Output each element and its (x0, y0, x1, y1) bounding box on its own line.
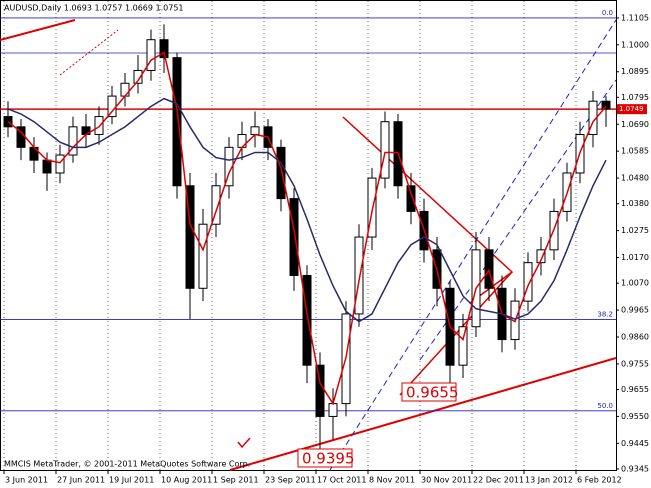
fib-label: 0.0 (602, 9, 613, 17)
channel-line (329, 19, 617, 471)
trend-line (229, 357, 617, 471)
candle-body (120, 82, 130, 97)
candle-body (185, 185, 195, 289)
y-tick-label: 0.9860 (621, 332, 649, 341)
candle-body (3, 116, 13, 128)
candle-body (133, 69, 143, 84)
candle-body (276, 146, 286, 200)
annotation-box (401, 382, 457, 402)
y-tick-label: 1.0795 (621, 93, 649, 102)
y-tick-label: 1.0895 (621, 67, 649, 76)
candle-body (601, 100, 611, 110)
x-tick-label: 30 Nov 2011 (421, 476, 472, 485)
candle-body (484, 249, 494, 289)
x-tick-label: 27 Jun 2011 (57, 476, 105, 485)
y-tick-label: 1.0380 (621, 199, 649, 208)
trend-line (59, 29, 119, 76)
price-box (617, 104, 647, 115)
candle-body (159, 39, 169, 59)
y-tick-label: 0.9655 (621, 385, 649, 394)
x-tick-label: 8 Nov 2011 (369, 476, 415, 485)
price-label: 1.0749 (619, 105, 644, 113)
candle-body (68, 126, 78, 156)
y-tick-label: 0.9965 (621, 306, 649, 315)
annotation: 0.9655 (406, 384, 459, 402)
candle-body (94, 116, 104, 136)
moving-average (7, 97, 607, 323)
candle-body (55, 154, 65, 174)
x-tick-label: 22 Dec 2011 (473, 476, 524, 485)
x-tick-label: 13 Jan 2012 (525, 476, 573, 485)
y-tick-label: 1.0585 (621, 147, 649, 156)
plot-frame (0, 0, 617, 471)
x-tick-label: 17 Oct 2011 (317, 476, 366, 485)
candle-body (302, 274, 312, 366)
y-tick-label: 1.0275 (621, 226, 649, 235)
candle-body (406, 185, 416, 212)
candle-body (536, 249, 546, 264)
candle-body (367, 177, 377, 238)
candle-body (354, 236, 364, 315)
fib-label: 38.2 (597, 311, 613, 319)
y-tick-label: 1.1105 (621, 13, 649, 22)
channel-line (419, 79, 617, 361)
x-tick-label: 1 Sep 2011 (213, 476, 259, 485)
chart-title: AUDUSD,Daily 1.0693 1.0757 1.0669 1.0751 (4, 4, 184, 13)
y-tick-label: 1.1000 (621, 40, 649, 49)
candle-body (380, 121, 390, 179)
candle-body (289, 198, 299, 276)
y-tick-label: 1.0690 (621, 120, 649, 129)
candle-body (146, 39, 156, 71)
moving-average (7, 51, 607, 406)
y-tick-label: 1.0170 (621, 253, 649, 262)
candle-body (198, 223, 208, 289)
candle-body (250, 126, 260, 136)
x-tick-label: 6 Feb 2012 (577, 476, 622, 485)
candle-body (328, 403, 338, 417)
candle-body (211, 185, 221, 225)
y-tick-label: 0.9445 (621, 439, 649, 448)
check-mark (237, 437, 251, 449)
candle-body (42, 159, 52, 174)
candle-body (315, 364, 325, 417)
x-tick-label: 23 Sep 2011 (265, 476, 316, 485)
annotation-box (297, 448, 353, 468)
annotation: 0.9395 (302, 450, 355, 468)
trend-line (0, 19, 76, 41)
candle-body (107, 95, 117, 118)
fib-label: 50.0 (597, 402, 613, 410)
candle-body (523, 262, 533, 302)
x-tick-label: 3 Jun 2011 (5, 476, 48, 485)
y-tick-label: 1.0480 (621, 174, 649, 183)
y-tick-label: 1.0070 (621, 279, 649, 288)
candle-body (458, 326, 468, 366)
x-tick-label: 10 Aug 2011 (161, 476, 212, 485)
y-tick-label: 0.9550 (621, 412, 649, 421)
y-tick-label: 0.9755 (621, 359, 649, 368)
y-tick-label: 0.9345 (621, 464, 649, 473)
footer: MMCIS MetaTrader, © 2001-2011 MetaQuotes… (4, 460, 250, 469)
x-tick-label: 19 Jul 2011 (109, 476, 154, 485)
candle-body (172, 57, 182, 187)
